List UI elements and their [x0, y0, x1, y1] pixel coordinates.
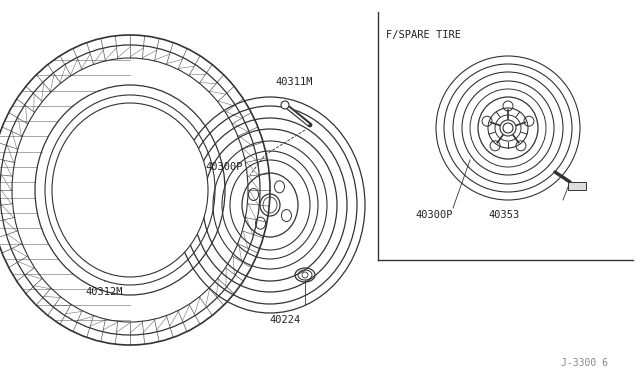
Text: J-3300 6: J-3300 6: [561, 358, 608, 368]
Circle shape: [302, 272, 308, 278]
Circle shape: [503, 123, 513, 133]
Ellipse shape: [52, 103, 208, 277]
Text: 40300P: 40300P: [415, 210, 452, 220]
FancyBboxPatch shape: [568, 182, 586, 190]
Text: 40224: 40224: [269, 315, 301, 325]
Text: F/SPARE TIRE: F/SPARE TIRE: [386, 30, 461, 40]
Text: 40312M: 40312M: [85, 281, 122, 297]
Text: 40353: 40353: [488, 210, 519, 220]
Text: 40300P: 40300P: [205, 162, 243, 185]
Text: 40311M: 40311M: [275, 77, 312, 87]
Circle shape: [281, 101, 289, 109]
